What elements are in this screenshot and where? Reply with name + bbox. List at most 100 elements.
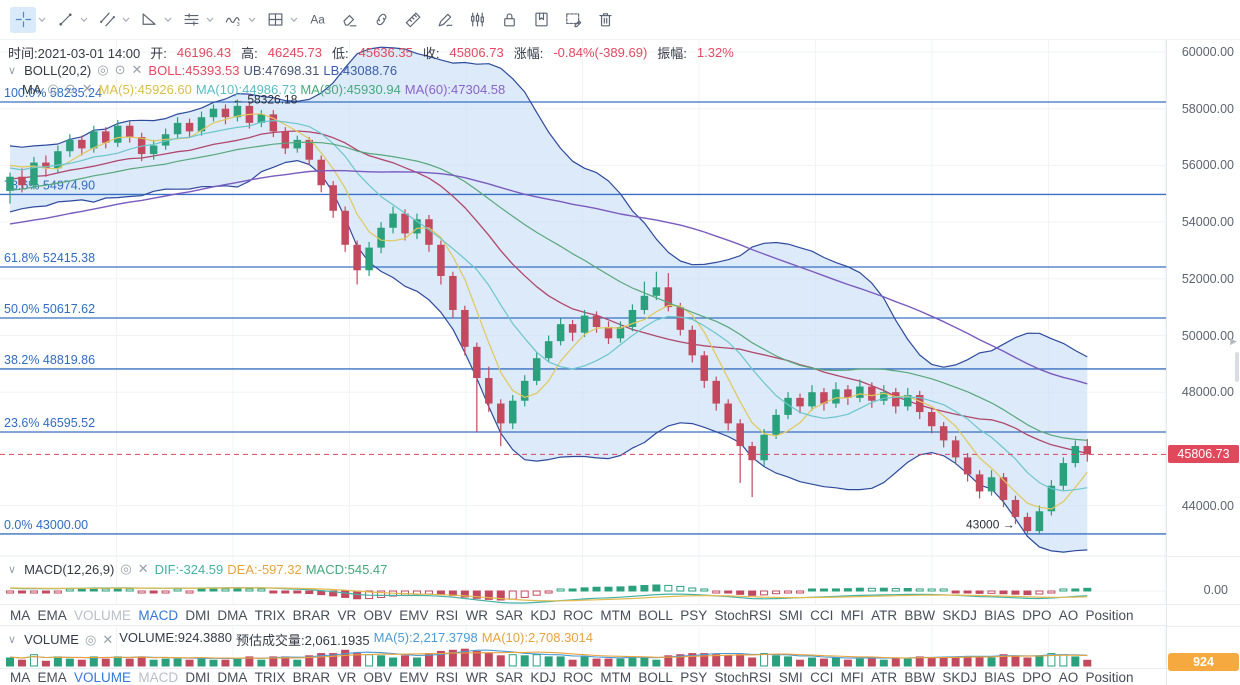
tab-sar[interactable]: SAR — [495, 607, 524, 623]
tab-position[interactable]: Position — [1085, 670, 1134, 685]
dropdown-caret-icon[interactable] — [248, 17, 256, 23]
trend-line-tool[interactable] — [52, 7, 88, 33]
channel-tool[interactable] — [94, 7, 130, 33]
tab-bbw[interactable]: BBW — [904, 607, 936, 623]
text-tool[interactable]: Aa — [304, 7, 330, 33]
magnet-tool[interactable] — [368, 7, 394, 33]
tab-dpo[interactable]: DPO — [1022, 607, 1052, 623]
draw-tool[interactable] — [432, 7, 458, 33]
tab-volume[interactable]: VOLUME — [74, 607, 132, 623]
settings-icon[interactable]: ⊙ — [64, 81, 76, 96]
tab-rsi[interactable]: RSI — [435, 607, 459, 623]
tab-volume[interactable]: VOLUME — [74, 670, 132, 685]
eraser-tool[interactable] — [336, 7, 362, 33]
fib-box-tool[interactable] — [262, 7, 298, 33]
tab-atr[interactable]: ATR — [871, 607, 898, 623]
price-axis[interactable]: 60000.00 58000.00 56000.00 54000.00 52000.00… — [1166, 40, 1240, 685]
tab-brar[interactable]: BRAR — [292, 607, 331, 623]
indicator-settings-tool[interactable] — [464, 7, 490, 33]
tab-dma[interactable]: DMA — [217, 670, 248, 685]
tab-ema[interactable]: EMA — [37, 670, 67, 685]
tab-mfi[interactable]: MFI — [840, 670, 864, 685]
tab-wr[interactable]: WR — [465, 607, 489, 623]
tab-trix[interactable]: TRIX — [254, 607, 286, 623]
tab-atr[interactable]: ATR — [871, 670, 898, 685]
tab-roc[interactable]: ROC — [563, 670, 594, 685]
tab-mtm[interactable]: MTM — [600, 670, 632, 685]
tab-ma[interactable]: MA — [10, 670, 31, 685]
visibility-icon[interactable]: ◎ — [47, 81, 59, 96]
tab-roc[interactable]: ROC — [563, 607, 594, 623]
scrollbar-thumb[interactable] — [1235, 352, 1239, 382]
tab-obv[interactable]: OBV — [363, 670, 392, 685]
screenshot-tool[interactable] — [560, 7, 586, 33]
tab-kdj[interactable]: KDJ — [530, 670, 556, 685]
tab-obv[interactable]: OBV — [363, 607, 392, 623]
tab-skdj[interactable]: SKDJ — [942, 670, 977, 685]
tab-skdj[interactable]: SKDJ — [942, 607, 977, 623]
tab-bbw[interactable]: BBW — [904, 670, 936, 685]
tab-smi[interactable]: SMI — [778, 607, 803, 623]
tab-ao[interactable]: AO — [1058, 607, 1079, 623]
tab-cci[interactable]: CCI — [810, 607, 834, 623]
main-chart[interactable]: 100.0% 58235.24 78.6% 54974.90 61.8% 52415… — [0, 40, 1166, 685]
tab-macd[interactable]: MACD — [138, 607, 179, 623]
tab-ma[interactable]: MA — [10, 607, 31, 623]
close-icon[interactable]: ✕ — [81, 81, 93, 96]
copy-tool[interactable] — [528, 7, 554, 33]
dropdown-caret-icon[interactable] — [38, 17, 46, 23]
tab-bias[interactable]: BIAS — [984, 607, 1015, 623]
delete-tool[interactable] — [592, 7, 618, 33]
collapse-caret-icon[interactable]: ∨ — [8, 64, 17, 77]
close-icon[interactable]: ✕ — [137, 561, 149, 576]
tab-ema[interactable]: EMA — [37, 607, 67, 623]
horizontal-lines-tool[interactable] — [178, 7, 214, 33]
close-icon[interactable]: ✕ — [131, 62, 143, 77]
settings-icon[interactable]: ◎ — [120, 561, 132, 576]
tab-stochrsi[interactable]: StochRSI — [714, 607, 772, 623]
tab-psy[interactable]: PSY — [680, 670, 708, 685]
settings-icon[interactable]: ◎ — [84, 631, 97, 647]
tab-vr[interactable]: VR — [337, 607, 357, 623]
lock-tool[interactable] — [496, 7, 522, 33]
tab-wr[interactable]: WR — [465, 670, 489, 685]
dropdown-caret-icon[interactable] — [164, 17, 172, 23]
tab-boll[interactable]: BOLL — [638, 607, 673, 623]
tab-psy[interactable]: PSY — [680, 607, 708, 623]
tab-emv[interactable]: EMV — [399, 670, 429, 685]
tab-vr[interactable]: VR — [337, 670, 357, 685]
tab-mtm[interactable]: MTM — [600, 607, 632, 623]
tab-rsi[interactable]: RSI — [435, 670, 459, 685]
tab-brar[interactable]: BRAR — [292, 670, 331, 685]
tab-dmi[interactable]: DMI — [185, 607, 211, 623]
tab-boll[interactable]: BOLL — [638, 670, 673, 685]
tab-dmi[interactable]: DMI — [185, 670, 211, 685]
dropdown-caret-icon[interactable] — [206, 17, 214, 23]
tab-sar[interactable]: SAR — [495, 670, 524, 685]
tab-smi[interactable]: SMI — [778, 670, 803, 685]
visibility-icon[interactable]: ◎ — [97, 62, 109, 77]
collapse-caret-icon[interactable]: ∨ — [8, 634, 17, 646]
tab-ao[interactable]: AO — [1058, 670, 1079, 685]
close-icon[interactable]: ✕ — [102, 631, 114, 647]
tab-emv[interactable]: EMV — [399, 607, 429, 623]
tab-cci[interactable]: CCI — [810, 670, 834, 685]
settings-icon[interactable]: ⊙ — [114, 62, 126, 77]
panel-collapse-arrow-icon[interactable]: ▶ — [1230, 336, 1237, 346]
tab-dpo[interactable]: DPO — [1022, 670, 1052, 685]
shape-tool[interactable] — [136, 7, 172, 33]
crosshair-tool[interactable] — [10, 6, 46, 33]
wave-tool[interactable]: 3 — [220, 7, 256, 33]
tab-mfi[interactable]: MFI — [840, 607, 864, 623]
dropdown-caret-icon[interactable] — [80, 17, 88, 23]
tab-position[interactable]: Position — [1085, 607, 1134, 623]
measure-tool[interactable] — [400, 7, 426, 33]
dropdown-caret-icon[interactable] — [290, 17, 298, 23]
tab-macd[interactable]: MACD — [138, 670, 179, 685]
tab-trix[interactable]: TRIX — [254, 670, 286, 685]
collapse-caret-icon[interactable]: ∨ — [8, 563, 17, 576]
tab-kdj[interactable]: KDJ — [530, 607, 556, 623]
tab-stochrsi[interactable]: StochRSI — [714, 670, 772, 685]
tab-dma[interactable]: DMA — [217, 607, 248, 623]
dropdown-caret-icon[interactable] — [122, 17, 130, 23]
